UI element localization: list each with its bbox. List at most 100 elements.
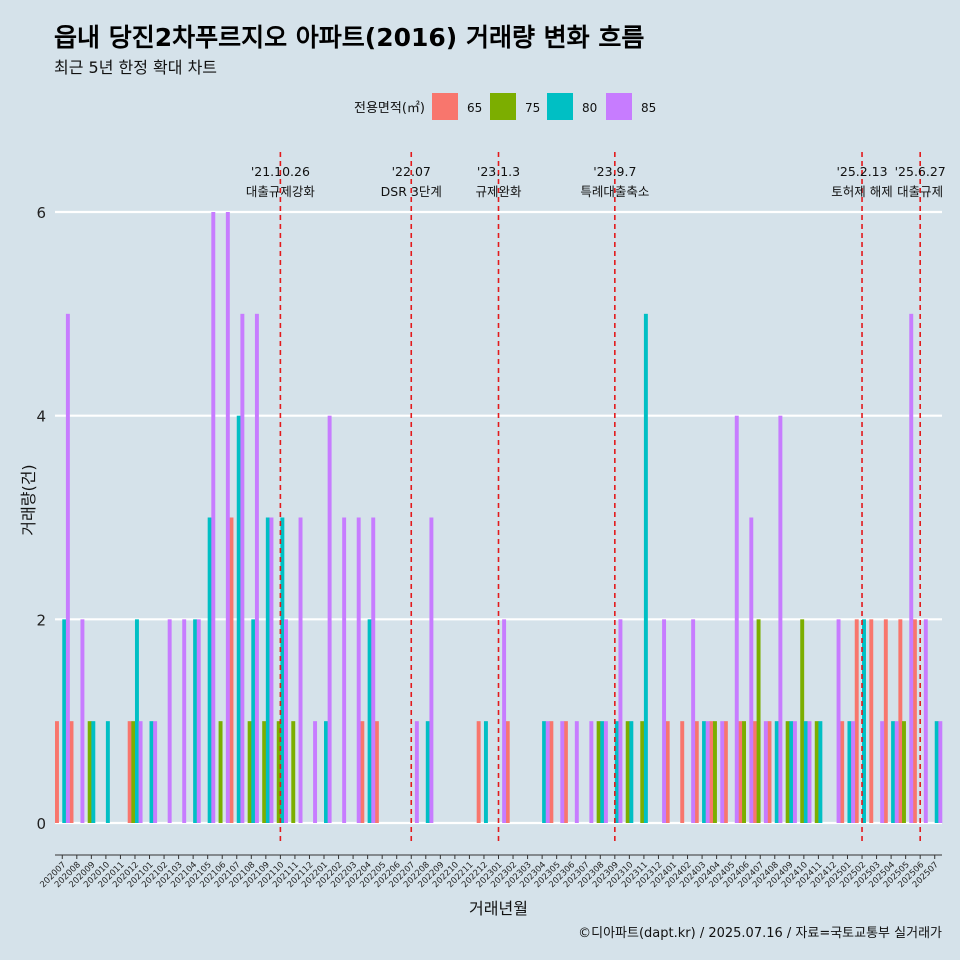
bar-85-202403 <box>705 721 710 823</box>
bar-80-202308 <box>600 721 605 823</box>
bar-85-202501 <box>851 721 856 823</box>
event-date: '25.6.27 <box>895 164 946 179</box>
bar-85-202106 <box>225 212 230 823</box>
bar-85-202402 <box>691 619 696 823</box>
bar-80-202201 <box>324 721 328 823</box>
bar-85-202404 <box>720 721 725 823</box>
bar-65-202403 <box>694 721 699 823</box>
bar-85-202407 <box>763 721 768 823</box>
bar-85-202305 <box>560 721 565 823</box>
legend-swatch-75 <box>490 93 516 120</box>
bar-85-202408 <box>778 415 783 823</box>
y-tick-label: 4 <box>36 408 46 426</box>
event-label: 대출규제 <box>897 184 943 199</box>
bar-65-202503 <box>869 619 874 823</box>
legend-title: 전용면적(㎡) <box>354 101 425 116</box>
bar-85-202406 <box>749 517 754 823</box>
bar-85-202309 <box>618 619 623 823</box>
bar-80-202208 <box>425 721 430 823</box>
bar-80-202108 <box>251 619 256 823</box>
bar-85-202304 <box>545 721 550 823</box>
bar-80-202105 <box>207 517 212 823</box>
bar-85-202506 <box>923 619 928 823</box>
bar-75-202310 <box>625 721 630 823</box>
event-label: 규제완화 <box>475 184 522 199</box>
legend-swatch-80 <box>547 93 573 120</box>
chart-subtitle: 최근 5년 한정 확대 차트 <box>54 58 218 77</box>
bar-85-202007 <box>65 313 70 823</box>
bar-75-202410 <box>800 619 805 823</box>
bar-80-202212 <box>483 721 488 823</box>
event-label: DSR 3단계 <box>381 184 442 199</box>
bar-75-202012 <box>131 721 136 823</box>
bar-85-202410 <box>807 721 812 823</box>
bar-75-202111 <box>291 721 296 823</box>
bar-65-202306 <box>563 721 568 823</box>
event-date: '25.2.13 <box>836 164 887 179</box>
bar-75-202409 <box>785 721 790 823</box>
bar-80-202502 <box>862 619 866 823</box>
bar-85-202409 <box>792 721 797 823</box>
bar-65-202204 <box>360 721 365 823</box>
bar-85-202201 <box>327 415 332 823</box>
bar-80-202009 <box>91 721 96 823</box>
bar-75-202407 <box>756 619 761 823</box>
bar-85-202503 <box>880 721 885 823</box>
bar-75-202411 <box>814 721 819 823</box>
bar-80-202110 <box>280 517 285 823</box>
bar-75-202108 <box>247 721 252 823</box>
event-date: '23.9.7 <box>593 164 636 179</box>
bar-65-202401 <box>665 721 670 823</box>
bar-80-202507 <box>934 721 939 823</box>
bar-85-202105 <box>211 212 216 823</box>
bar-80-202501 <box>847 721 852 823</box>
bar-85-202102 <box>167 619 172 823</box>
legend-label-65: 65 <box>467 101 482 115</box>
bar-65-202407 <box>752 721 757 823</box>
y-tick-label: 2 <box>36 611 46 629</box>
bar-85-202101 <box>153 721 158 823</box>
bar-85-202204 <box>371 517 376 823</box>
bar-65-202007 <box>55 721 59 823</box>
bar-65-202504 <box>883 619 888 823</box>
bar-75-202505 <box>902 721 906 823</box>
bar-65-202404 <box>709 721 714 823</box>
bar-85-202301 <box>502 619 507 823</box>
bar-75-202110 <box>276 721 281 823</box>
bar-80-202411 <box>818 721 823 823</box>
bar-75-202311 <box>640 721 645 823</box>
bar-85-202504 <box>894 721 899 823</box>
bar-80-202204 <box>367 619 372 823</box>
bar-65-202008 <box>69 721 74 823</box>
event-date: '21.10.26 <box>251 164 310 179</box>
y-tick-label: 0 <box>36 815 46 833</box>
bar-75-202109 <box>262 721 267 823</box>
bar-65-202205 <box>374 721 379 823</box>
bar-65-202506 <box>912 619 917 823</box>
bar-65-202107 <box>229 517 234 823</box>
bar-80-202107 <box>236 415 241 823</box>
y-axis-title: 거래량(건) <box>19 464 38 535</box>
bar-85-202109 <box>269 517 274 823</box>
bar-65-202402 <box>680 721 685 823</box>
x-axis-title: 거래년월 <box>469 899 528 918</box>
event-label: 토허제 해제 <box>831 184 892 199</box>
bar-85-202202 <box>342 517 347 823</box>
bar-85-202110 <box>284 619 288 823</box>
bar-65-202012 <box>127 721 132 823</box>
bar-80-202012 <box>134 619 139 823</box>
bar-75-202106 <box>218 721 223 823</box>
bar-80-202403 <box>702 721 707 823</box>
bar-65-202405 <box>723 721 728 823</box>
bar-85-202306 <box>574 721 579 823</box>
bar-80-202109 <box>265 517 270 823</box>
bar-65-202505 <box>898 619 903 823</box>
bar-85-202405 <box>734 415 739 823</box>
bar-80-202010 <box>105 721 110 823</box>
bar-80-202309 <box>614 721 619 823</box>
source-caption: ©디아파트(dapt.kr) / 2025.07.16 / 자료=국토교통부 실… <box>578 926 942 941</box>
bar-85-202103 <box>182 619 187 823</box>
event-date: '22.07 <box>392 164 431 179</box>
bar-85-202107 <box>240 313 245 823</box>
